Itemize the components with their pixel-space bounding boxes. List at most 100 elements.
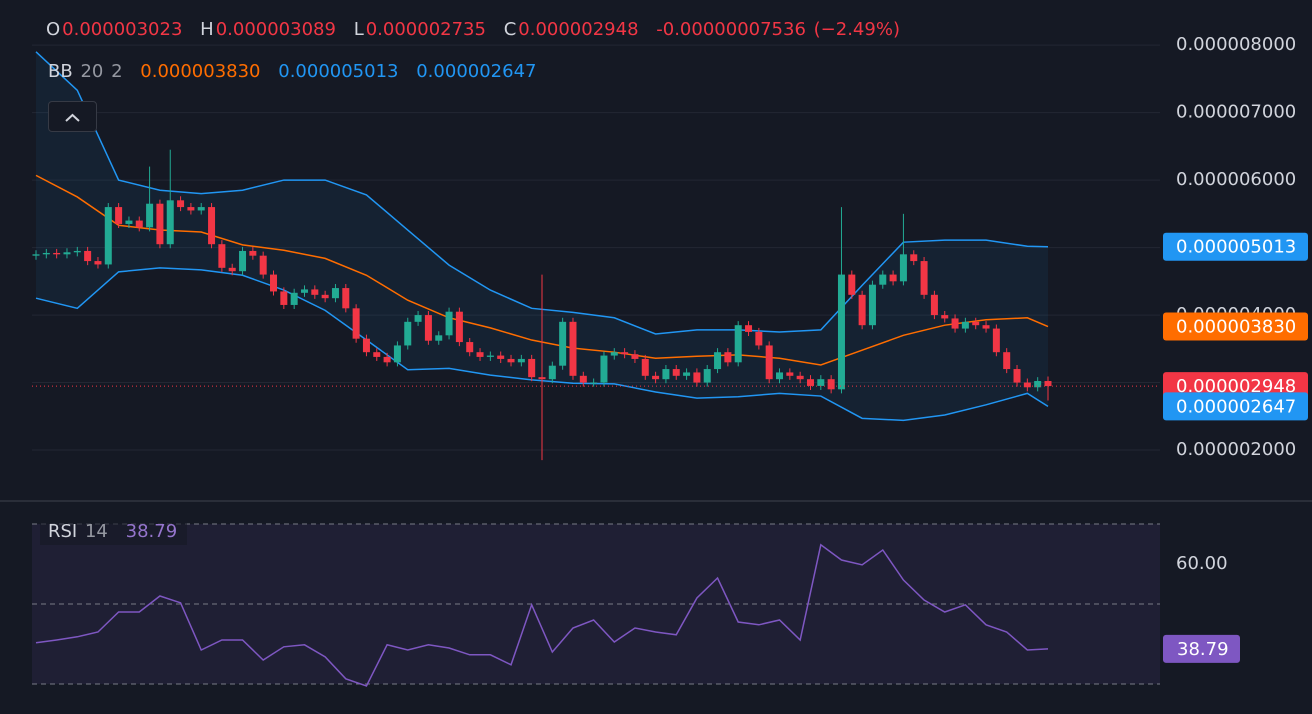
candle-body xyxy=(177,200,185,208)
candle-body xyxy=(548,365,556,380)
candle-body xyxy=(517,358,525,363)
candle-body xyxy=(466,342,474,353)
candle-body xyxy=(703,369,711,383)
candle-body xyxy=(445,311,453,336)
candle-body xyxy=(1003,352,1011,370)
candle-body xyxy=(476,352,484,357)
bb-middle-value: 0.000003830 xyxy=(140,61,261,82)
chevron-icon xyxy=(65,113,80,122)
candle-body xyxy=(424,315,432,341)
candle-body xyxy=(146,203,154,228)
candle-body xyxy=(899,254,907,282)
candle-body xyxy=(569,321,577,376)
bb-middle-badge xyxy=(1163,312,1308,341)
y-tick-label: 0.000007000 xyxy=(1176,102,1296,123)
candle-body xyxy=(321,294,329,299)
collapse-button[interactable] xyxy=(48,101,97,132)
bb-upper-badge xyxy=(1163,232,1308,261)
candle-body xyxy=(951,318,959,329)
candle-body xyxy=(1034,381,1042,388)
candle-body xyxy=(63,252,71,255)
candle-body xyxy=(920,261,928,295)
candle-body xyxy=(672,369,680,376)
candle-body xyxy=(94,261,102,265)
candle-body xyxy=(115,207,123,224)
candle-body xyxy=(300,289,308,293)
bb-upper-value: 0.000005013 xyxy=(278,61,399,82)
rsi-badge-label: 38.79 xyxy=(1177,639,1229,660)
candle-body xyxy=(311,289,319,295)
bb-lower-badge xyxy=(1163,392,1308,421)
candle-body xyxy=(910,254,918,262)
candle-body xyxy=(600,355,608,383)
indicator-name: RSI xyxy=(48,521,78,542)
candle-body xyxy=(1044,381,1052,387)
candle-body xyxy=(486,355,494,357)
candle-body xyxy=(837,274,845,390)
candle-body xyxy=(53,252,61,255)
candle-body xyxy=(455,311,463,343)
y-tick-label: 0.000008000 xyxy=(1176,34,1296,55)
candle-body xyxy=(848,274,856,295)
rsi-value: 38.79 xyxy=(125,521,178,542)
legend-key: C xyxy=(503,19,517,40)
legend-key: H xyxy=(200,19,214,40)
candle-body xyxy=(776,372,784,380)
candle-body xyxy=(858,294,866,326)
candle-body xyxy=(104,207,112,265)
candle-body xyxy=(239,250,247,272)
candle-body xyxy=(135,220,143,228)
candle-body xyxy=(590,382,598,384)
change-percent: (−2.49%) xyxy=(813,19,900,40)
indicator-stddev: 2 xyxy=(111,61,123,82)
candle-body xyxy=(972,321,980,326)
candle-body xyxy=(32,254,40,256)
candle-body xyxy=(961,321,969,329)
candle-body xyxy=(610,352,618,356)
candle-body xyxy=(930,294,938,316)
candle-body xyxy=(796,375,804,380)
y-tick-label: 60.00 xyxy=(1176,553,1228,574)
candle-body xyxy=(249,250,257,256)
last-price-badge-label: 0.000002948 xyxy=(1176,376,1296,397)
candle-body xyxy=(342,288,350,309)
bb-upper-badge-label: 0.000005013 xyxy=(1176,237,1296,258)
candle-body xyxy=(280,291,288,305)
change: -0.00000007536 xyxy=(656,19,806,40)
candle-body xyxy=(693,372,701,383)
candle-body xyxy=(228,267,236,272)
candle-body xyxy=(352,308,360,339)
candle-body xyxy=(497,355,505,359)
rsi-badge xyxy=(1163,634,1240,663)
candle-body xyxy=(1013,369,1021,383)
candle-body xyxy=(393,345,401,363)
candle-body xyxy=(538,377,546,380)
rsi-legend: RSI 14 38.79 xyxy=(40,518,188,545)
legend-value: 0.000002948 xyxy=(518,19,639,40)
candle-body xyxy=(941,315,949,319)
candle-body xyxy=(84,250,92,262)
bb-upper-line xyxy=(35,51,1049,335)
candle-body xyxy=(507,358,515,363)
candle-body xyxy=(765,345,773,380)
candle-body xyxy=(331,288,339,299)
candle-body xyxy=(579,375,587,383)
candle-body xyxy=(992,328,1000,353)
candle-body xyxy=(868,284,876,326)
candle-body xyxy=(827,379,835,390)
candle-body xyxy=(187,207,195,211)
candle-body xyxy=(270,274,278,292)
candle-body xyxy=(879,274,887,285)
legend-key: L xyxy=(353,19,364,40)
candle-body xyxy=(559,321,567,366)
bb-middle-badge-label: 0.000003830 xyxy=(1176,317,1296,338)
candle-body xyxy=(528,358,536,378)
candle-body xyxy=(290,292,298,305)
candle-body xyxy=(806,379,814,386)
candle-body xyxy=(218,244,226,268)
candle-body xyxy=(621,352,629,355)
candle-body xyxy=(383,356,391,363)
candle-body xyxy=(373,352,381,357)
